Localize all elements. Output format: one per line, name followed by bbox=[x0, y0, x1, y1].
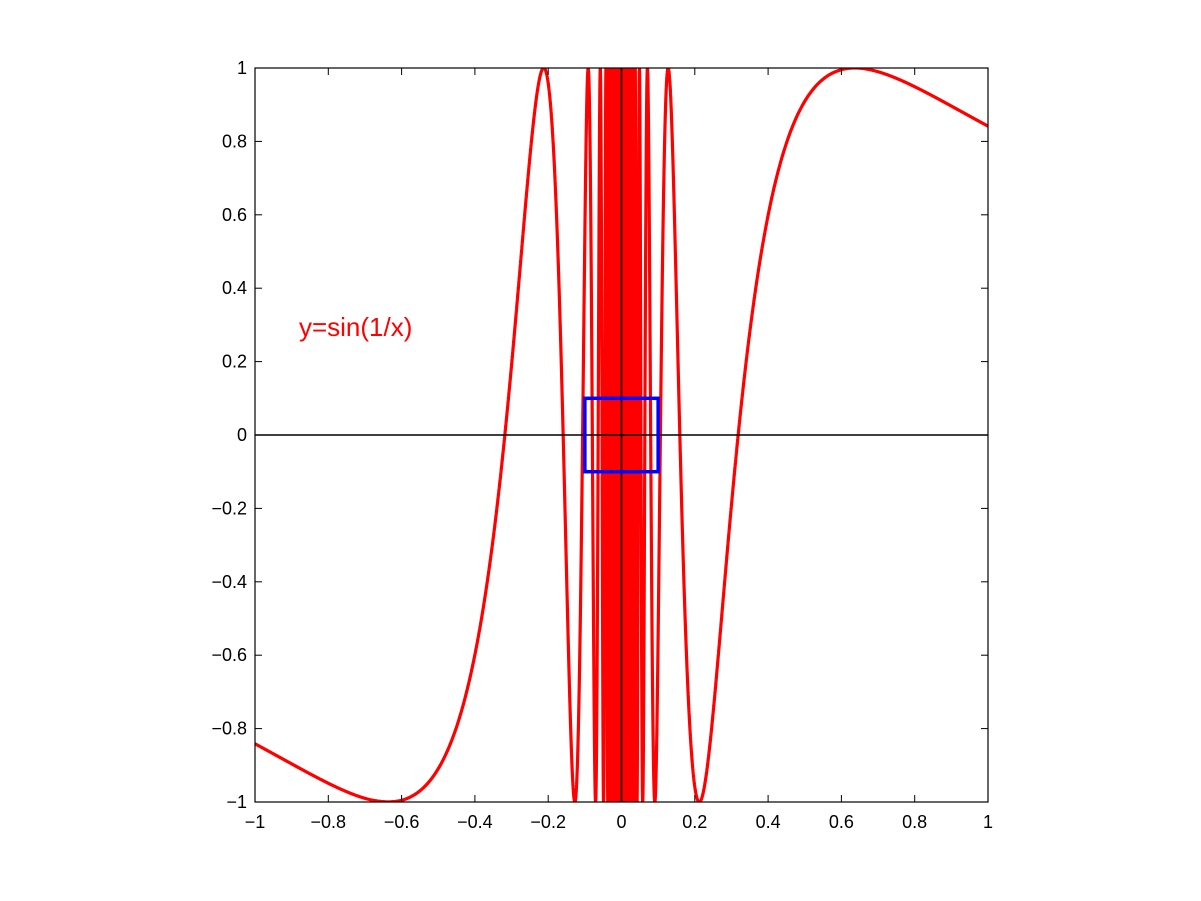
x-tick-label: 0.8 bbox=[902, 812, 927, 832]
y-tick-label: 0.8 bbox=[222, 131, 247, 151]
y-tick-label: −0.2 bbox=[211, 498, 247, 518]
series-line-0-1 bbox=[619, 68, 988, 802]
annotations: y=sin(1/x) bbox=[299, 312, 412, 342]
highlight-box bbox=[583, 396, 660, 474]
series-line-0-0 bbox=[255, 68, 624, 802]
y-tick-label: 0 bbox=[237, 425, 247, 445]
y-tick-label: 1 bbox=[237, 58, 247, 78]
x-tick-label: −0.6 bbox=[384, 812, 420, 832]
annotation-label: y=sin(1/x) bbox=[299, 312, 412, 342]
plot-area bbox=[255, 68, 988, 802]
y-tick-label: −0.8 bbox=[211, 719, 247, 739]
x-tick-label: −0.8 bbox=[311, 812, 347, 832]
x-tick-label: −1 bbox=[245, 812, 266, 832]
x-tick-label: 0.2 bbox=[682, 812, 707, 832]
y-tick-label: −1 bbox=[226, 792, 247, 812]
y-tick-label: −0.6 bbox=[211, 645, 247, 665]
x-tick-label: −0.4 bbox=[457, 812, 493, 832]
x-tick-label: 0 bbox=[616, 812, 626, 832]
axes: −1 −0.8 −0.6 −0.4 −0.2 0 0.2 0.4 0.6 0.8 1 −1 −0.8 −0… bbox=[211, 58, 993, 832]
x-tick-label: 0.4 bbox=[756, 812, 781, 832]
x-tick-label: 0.6 bbox=[829, 812, 854, 832]
y-tick-label: −0.4 bbox=[211, 572, 247, 592]
x-tick-label: −0.2 bbox=[530, 812, 566, 832]
x-tick-label: 1 bbox=[983, 812, 993, 832]
y-tick-label: 0.4 bbox=[222, 278, 247, 298]
plot-clipped bbox=[255, 68, 988, 802]
y-tick-label: 0.6 bbox=[222, 205, 247, 225]
y-tick-label: 0.2 bbox=[222, 352, 247, 372]
